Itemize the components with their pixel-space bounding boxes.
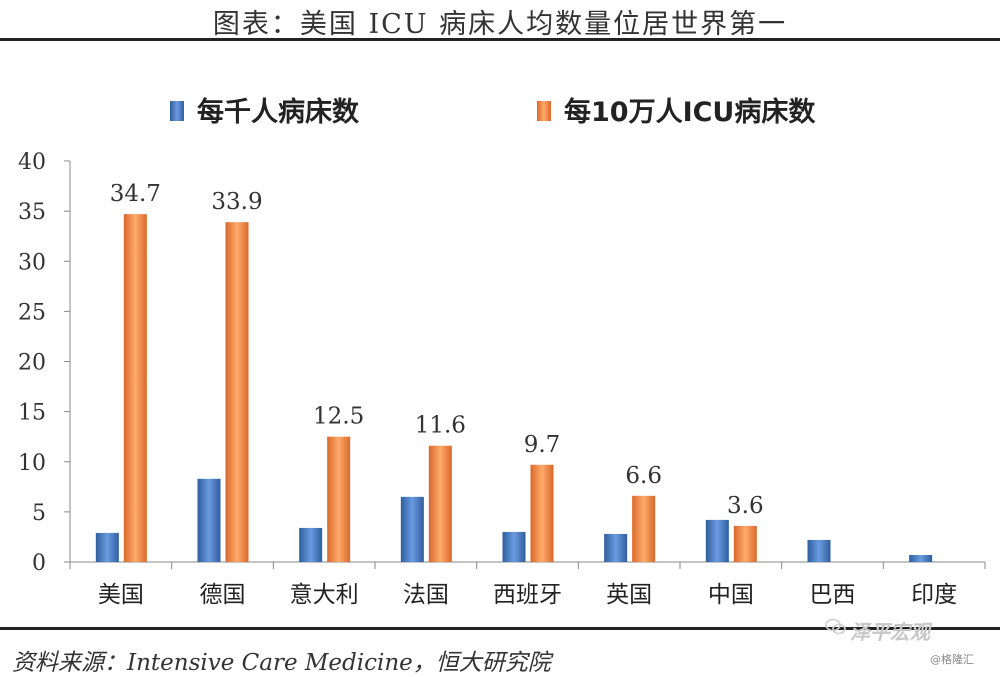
x-category-label: 中国 xyxy=(708,582,754,608)
bar-icu-per-100k-1 xyxy=(123,214,147,562)
legend-swatch-1 xyxy=(170,101,184,121)
x-category-label: 法国 xyxy=(403,582,449,608)
y-tick-label: 25 xyxy=(18,300,46,325)
top-rule xyxy=(0,38,1000,41)
y-tick-label: 30 xyxy=(18,250,46,275)
watermark-brand: 泽平宏观 xyxy=(850,620,930,644)
legend-label-2: 每10万人ICU病床数 xyxy=(564,96,816,128)
bar-beds-per-thousand-6 xyxy=(604,533,628,562)
bar-beds-per-thousand-9 xyxy=(909,554,933,562)
data-label: 34.7 xyxy=(110,181,161,207)
y-tick-label: 0 xyxy=(32,551,46,576)
bar-beds-per-thousand-5 xyxy=(502,531,526,562)
bars xyxy=(95,214,933,562)
y-tick-label: 35 xyxy=(18,200,46,225)
bar-icu-per-100k-7 xyxy=(733,525,757,562)
legend-label-1: 每千人病床数 xyxy=(197,96,360,128)
bar-icu-per-100k-4 xyxy=(428,445,452,562)
bar-chart: 每千人病床数 每10万人ICU病床数 0 5 10 15 20 25 30 35 40 美国 德国 意… xyxy=(18,96,986,608)
watermark-source: @格隆汇 xyxy=(930,653,974,666)
bar-beds-per-thousand-2 xyxy=(197,478,221,562)
data-label: 11.6 xyxy=(415,413,466,439)
bottom-rule xyxy=(0,627,1000,630)
y-tick-label: 40 xyxy=(18,150,46,175)
x-category-label: 英国 xyxy=(606,582,652,608)
bar-beds-per-thousand-4 xyxy=(400,496,424,562)
bar-beds-per-thousand-7 xyxy=(705,519,729,562)
bar-beds-per-thousand-1 xyxy=(95,532,119,562)
bar-icu-per-100k-2 xyxy=(225,222,249,562)
y-tick-label: 5 xyxy=(32,501,46,526)
source-note: 资料来源：Intensive Care Medicine，恒大研究院 xyxy=(12,650,551,676)
data-label: 9.7 xyxy=(524,432,561,458)
data-labels: 34.7 33.9 12.5 11.6 9.7 6.6 3.6 xyxy=(110,181,764,519)
y-tick-label: 20 xyxy=(18,351,46,376)
bar-icu-per-100k-6 xyxy=(632,495,656,562)
data-label: 3.6 xyxy=(727,493,764,519)
x-category-label: 德国 xyxy=(200,582,246,608)
x-category-label: 美国 xyxy=(98,582,144,608)
legend-swatch-2 xyxy=(537,101,551,121)
data-label: 12.5 xyxy=(313,404,364,430)
data-label: 6.6 xyxy=(625,463,662,489)
legend: 每千人病床数 每10万人ICU病床数 xyxy=(170,96,816,128)
x-axis: 美国 德国 意大利 法国 西班牙 英国 中国 巴西 印度 xyxy=(69,561,986,608)
bar-beds-per-thousand-3 xyxy=(299,527,323,562)
x-category-label: 意大利 xyxy=(290,582,359,608)
bar-beds-per-thousand-8 xyxy=(807,539,831,562)
bar-icu-per-100k-3 xyxy=(327,436,351,562)
y-tick-label: 15 xyxy=(18,401,46,426)
x-category-label: 西班牙 xyxy=(493,582,562,608)
data-label: 33.9 xyxy=(211,189,262,215)
wechat-icon xyxy=(825,618,846,635)
x-category-label: 巴西 xyxy=(810,582,856,608)
y-axis: 0 5 10 15 20 25 30 35 40 xyxy=(18,150,71,576)
chart-title: 图表：美国 ICU 病床人均数量位居世界第一 xyxy=(212,9,788,40)
y-tick-label: 10 xyxy=(18,451,46,476)
bar-icu-per-100k-5 xyxy=(530,464,554,562)
x-category-label: 印度 xyxy=(911,582,957,608)
